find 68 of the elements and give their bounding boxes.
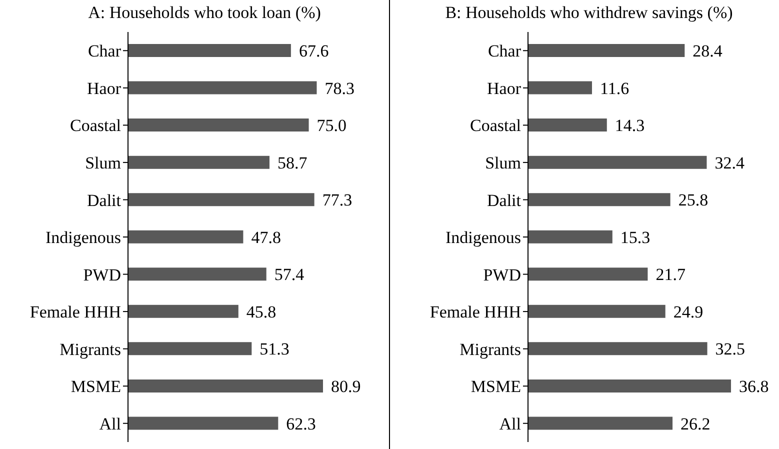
data-label: 47.8 [251, 228, 281, 247]
data-label: 57.4 [274, 265, 305, 284]
y-tick-label: MSME [470, 377, 521, 396]
data-label: 58.7 [277, 153, 308, 172]
bar [528, 156, 707, 169]
bar [128, 81, 317, 94]
bar [128, 268, 266, 281]
data-label: 26.2 [680, 414, 710, 434]
data-label: 45.8 [246, 302, 276, 322]
bar [528, 342, 708, 356]
data-label: 25.8 [678, 190, 708, 210]
bar [528, 379, 731, 392]
y-tick-label: Female HHH [30, 302, 121, 322]
data-label: 14.3 [614, 116, 645, 136]
data-label: 75.0 [316, 116, 347, 136]
bar [128, 230, 244, 244]
y-tick-label: Dalit [87, 190, 122, 210]
y-tick-label: Coastal [70, 116, 122, 136]
y-tick-label: All [99, 414, 122, 434]
y-tick-label: Indigenous [45, 228, 121, 248]
data-label: 78.3 [324, 78, 354, 98]
y-tick-label: Dalit [487, 190, 522, 210]
bar [528, 44, 685, 57]
data-label: 15.3 [620, 228, 650, 247]
y-tick-label: Haor [487, 78, 522, 98]
bar [528, 81, 592, 94]
data-label: 11.6 [600, 78, 630, 98]
data-label: 77.3 [322, 190, 352, 210]
y-tick-label: Coastal [470, 116, 522, 136]
bar [128, 193, 314, 206]
data-label: 36.8 [739, 376, 769, 396]
bar [128, 416, 278, 430]
y-tick-label: Female HHH [430, 302, 521, 322]
bar [528, 118, 607, 132]
chart-title: B: Households who withdrew savings (%) [444, 2, 734, 24]
data-label: 24.9 [673, 302, 704, 322]
y-tick-label: Migrants [460, 340, 521, 359]
bar [528, 230, 612, 244]
y-tick-label: Char [488, 42, 522, 61]
y-tick-label: Haor [87, 78, 122, 98]
y-tick-label: PWD [83, 265, 121, 284]
data-label: 21.7 [656, 265, 686, 284]
chart-title: A: Households who took loan (%) [87, 2, 322, 24]
y-tick-label: PWD [483, 265, 521, 284]
data-label: 32.4 [714, 153, 745, 172]
bar [128, 304, 238, 318]
bar [528, 268, 648, 281]
data-label: 67.6 [298, 42, 329, 61]
bar [128, 156, 270, 169]
bar [528, 304, 666, 318]
bar [128, 342, 252, 356]
bar [128, 118, 309, 132]
bar [128, 44, 291, 57]
y-tick-label: Migrants [60, 340, 121, 359]
y-tick-label: Slum [85, 153, 121, 172]
bar [528, 193, 670, 206]
y-tick-label: All [499, 414, 522, 434]
data-label: 32.5 [715, 340, 746, 359]
y-tick-label: Char [88, 42, 122, 61]
y-tick-label: Indigenous [445, 228, 521, 248]
y-tick-label: MSME [70, 377, 121, 396]
y-tick-label: Slum [485, 153, 521, 172]
data-label: 51.3 [260, 340, 290, 359]
data-label: 28.4 [692, 42, 723, 61]
bar [128, 379, 323, 392]
data-label: 80.9 [331, 376, 361, 396]
bar [528, 416, 673, 430]
data-label: 62.3 [286, 414, 316, 434]
